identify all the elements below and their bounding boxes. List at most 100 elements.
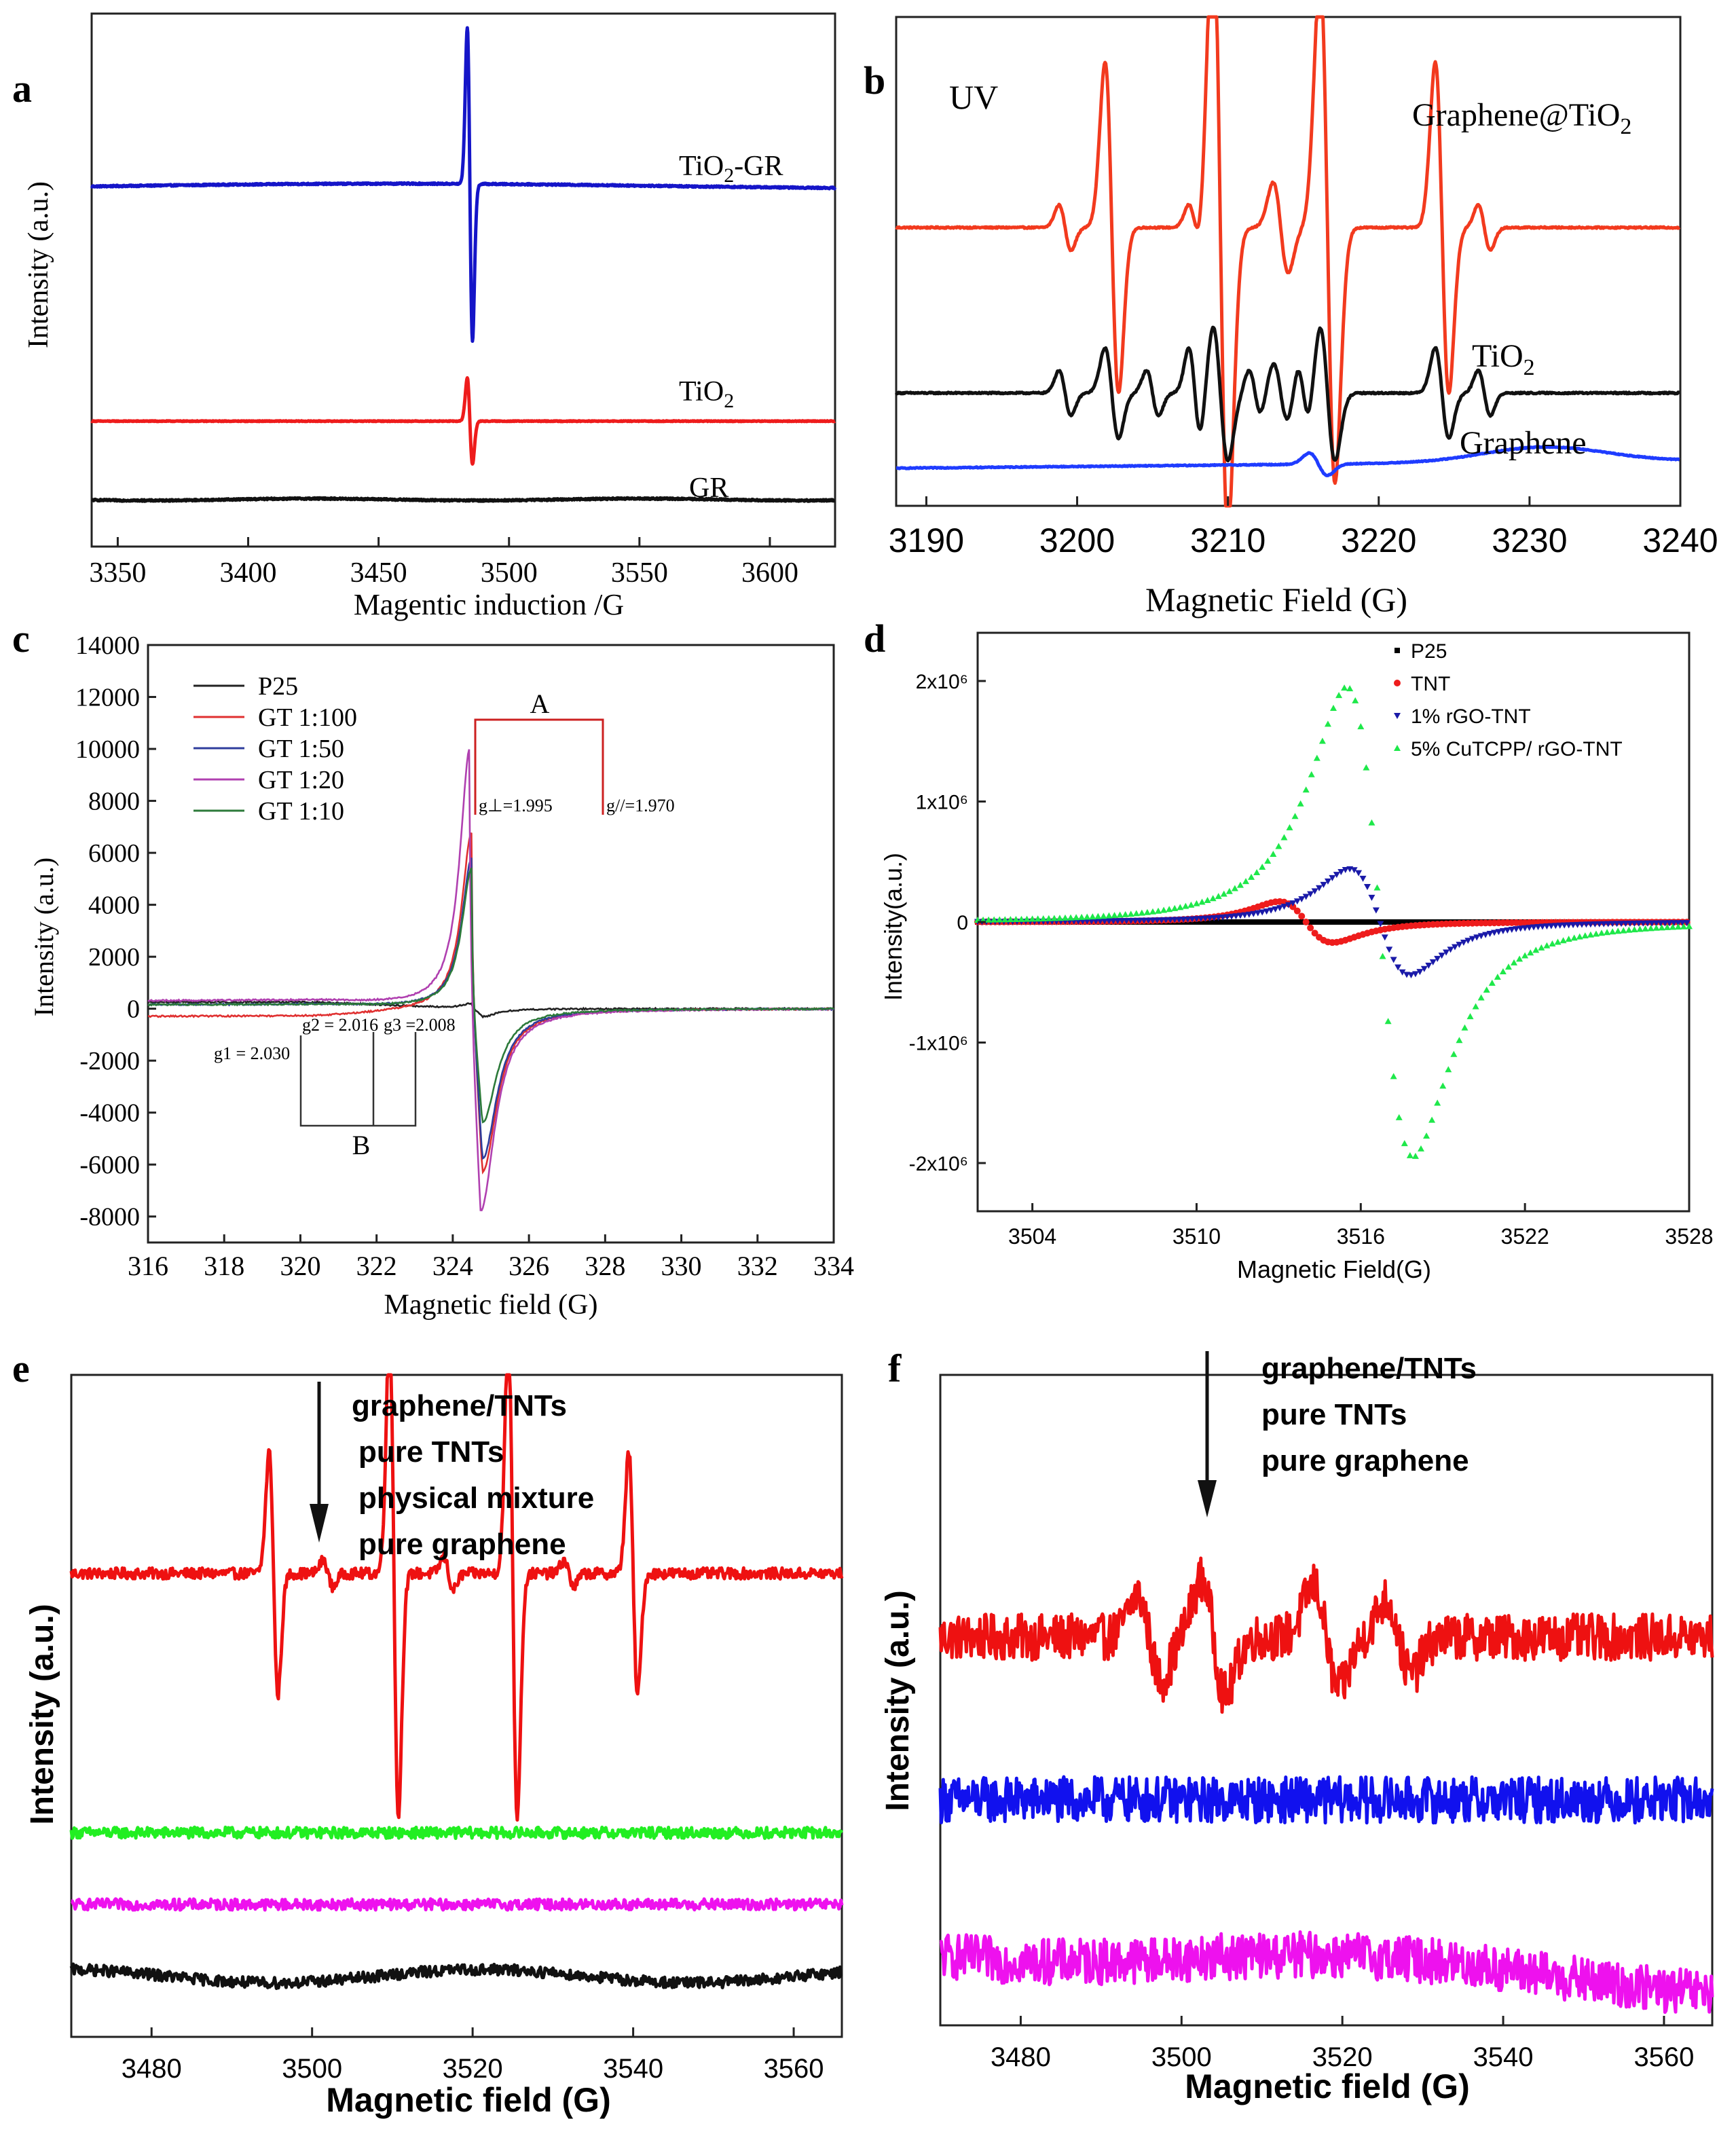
panel-d-marker-1-rgo-tnt xyxy=(1092,918,1100,925)
panel-c-bracket-a xyxy=(474,718,604,815)
panel-d-marker-5-cutcpp-rgo-tnt xyxy=(1089,913,1096,920)
panel-d-marker-1-rgo-tnt xyxy=(1320,881,1327,888)
panel-d-marker-p25 xyxy=(1281,919,1287,925)
panel-d-marker-5-cutcpp-rgo-tnt xyxy=(1182,902,1189,909)
panel-d-marker-1-rgo-tnt xyxy=(1259,909,1266,916)
panel-d-marker-5-cutcpp-rgo-tnt xyxy=(1149,908,1156,915)
panel-d-marker-p25 xyxy=(1211,919,1217,925)
panel-f-legend: graphene/TNTs pure TNTs pure graphene xyxy=(1261,1352,1477,1477)
panel-c-legend-label-gt-1-100: GT 1:100 xyxy=(258,703,357,732)
panel-d-marker-1-rgo-tnt xyxy=(1184,916,1192,923)
panel-d-marker-p25 xyxy=(1202,919,1208,925)
panel-d-marker-p25 xyxy=(1308,919,1314,925)
panel-d-marker-1-rgo-tnt xyxy=(1631,920,1638,927)
panel-b-series-label-graphene-tio2: Graphene@TiO2 xyxy=(1412,97,1631,139)
panel-d-legend-label-tnt: TNT xyxy=(1411,673,1450,695)
panel-d-x-tick-label: 3504 xyxy=(1008,1224,1056,1249)
panel-d-marker-5-cutcpp-rgo-tnt xyxy=(1390,1073,1397,1080)
panel-d-marker-1-rgo-tnt xyxy=(1350,867,1358,874)
panel-d-marker-5-cutcpp-rgo-tnt xyxy=(996,916,1003,923)
panel-d-marker-5-cutcpp-rgo-tnt xyxy=(1636,925,1644,932)
panel-d-marker-5-cutcpp-rgo-tnt xyxy=(1406,1152,1414,1158)
panel-c-g2-label: g2 = 2.016 xyxy=(302,1015,378,1035)
panel-d-marker-5-cutcpp-rgo-tnt xyxy=(1045,915,1052,921)
panel-d-marker-5-cutcpp-rgo-tnt xyxy=(1499,968,1507,975)
panel-d-marker-5-cutcpp-rgo-tnt xyxy=(1401,1140,1408,1147)
panel-a-line-tio2-gr xyxy=(90,26,837,343)
panel-d-marker-5-cutcpp-rgo-tnt xyxy=(1516,955,1523,962)
panel-d-marker-5-cutcpp-rgo-tnt xyxy=(1428,1116,1436,1123)
panel-d-marker-5-cutcpp-rgo-tnt xyxy=(1034,915,1041,922)
panel-c-legend-label-gt-1-50: GT 1:50 xyxy=(258,735,344,763)
panel-d-marker-1-rgo-tnt xyxy=(1464,938,1472,944)
panel-d-marker-1-rgo-tnt xyxy=(1538,923,1546,930)
panel-d-marker-5-cutcpp-rgo-tnt xyxy=(1302,786,1310,793)
panel-d-x-axis-label: Magnetic Field(G) xyxy=(1237,1255,1431,1283)
panel-e-legend-label-graphene-tnts: graphene/TNTs xyxy=(352,1389,567,1422)
panel-d-marker-5-cutcpp-rgo-tnt xyxy=(1084,913,1091,920)
panel-d-marker-1-rgo-tnt xyxy=(1289,900,1297,907)
panel-e-x-tick-label: 3500 xyxy=(282,2054,342,2084)
panel-d-marker-5-cutcpp-rgo-tnt xyxy=(1439,1082,1447,1089)
panel-b-x-tick-label: 3240 xyxy=(1642,521,1718,559)
panel-d-marker-1-rgo-tnt xyxy=(1298,896,1306,903)
panel-d-marker-1-rgo-tnt xyxy=(1578,921,1585,928)
panel-a-x-tick-label: 3550 xyxy=(611,557,668,589)
panel-d-marker-5-cutcpp-rgo-tnt xyxy=(1318,737,1326,744)
panel-d-marker-1-rgo-tnt xyxy=(1600,921,1608,927)
panel-d-marker-5-cutcpp-rgo-tnt xyxy=(1100,913,1107,919)
panel-d-marker-5-cutcpp-rgo-tnt xyxy=(1609,928,1617,935)
panel-d-marker-1-rgo-tnt xyxy=(1127,917,1134,924)
panel-d-marker-5-cutcpp-rgo-tnt xyxy=(1160,906,1168,913)
panel-d-marker-1-rgo-tnt xyxy=(1145,917,1152,924)
panel-d-y-tick-label: 2x10⁶ xyxy=(916,671,968,693)
panel-d-marker-5-cutcpp-rgo-tnt xyxy=(1242,878,1250,885)
panel-d-marker-p25 xyxy=(1272,919,1278,925)
panel-d-marker-5-cutcpp-rgo-tnt xyxy=(1411,1152,1419,1159)
panel-e-series xyxy=(69,1373,844,1990)
panel-d-legend-marker-p25 xyxy=(1395,648,1400,653)
panel-c-x-tick-label: 328 xyxy=(585,1251,625,1281)
panel-d-marker-1-rgo-tnt xyxy=(1132,917,1139,924)
panel-d-marker-p25 xyxy=(1198,919,1204,925)
panel-d-marker-1-rgo-tnt xyxy=(1171,917,1179,923)
panel-d-marker-5-cutcpp-rgo-tnt xyxy=(1565,936,1572,942)
panel-d-marker-5-cutcpp-rgo-tnt xyxy=(1297,800,1304,807)
panel-d-marker-5-cutcpp-rgo-tnt xyxy=(1625,926,1633,933)
panel-d-y-tick-label: 1x10⁶ xyxy=(916,792,968,814)
panel-f-x-axis-label: Magnetic field (G) xyxy=(1185,2067,1469,2105)
panel-d-marker-tnt xyxy=(1298,913,1306,920)
panel-c-y-tick-label: 4000 xyxy=(88,891,140,920)
panel-d-marker-1-rgo-tnt xyxy=(1166,917,1174,923)
panel-d-marker-1-rgo-tnt xyxy=(1626,920,1633,927)
panel-d-legend-label-p25: P25 xyxy=(1411,640,1447,663)
panel-d-marker-5-cutcpp-rgo-tnt xyxy=(1001,916,1009,923)
panel-d-marker-1-rgo-tnt xyxy=(1561,922,1568,929)
panel-d-marker-1-rgo-tnt xyxy=(1342,867,1349,874)
panel-d-marker-5-cutcpp-rgo-tnt xyxy=(1067,914,1075,921)
panel-b-x-tick-label: 3220 xyxy=(1341,521,1416,559)
panel-d-marker-1-rgo-tnt xyxy=(1096,918,1104,925)
panel-e-legend-label-pure-graphene: pure graphene xyxy=(358,1528,566,1561)
panel-d-marker-1-rgo-tnt xyxy=(1268,907,1275,914)
panel-d-marker-5-cutcpp-rgo-tnt xyxy=(991,916,998,923)
panel-d-marker-1-rgo-tnt xyxy=(1517,925,1524,932)
panel-d-marker-1-rgo-tnt xyxy=(1359,875,1367,882)
panel-a-series-label-tio2-gr: TiO2-GR xyxy=(679,151,783,187)
panel-d-marker-5-cutcpp-rgo-tnt xyxy=(1209,895,1217,902)
panel-d-marker-p25 xyxy=(1342,919,1348,925)
panel-c-x-tick-label: 332 xyxy=(737,1251,778,1281)
panel-e: e 3480 3500 3520 3540 3560 graphene/TNTs pure… xyxy=(12,1346,844,2119)
panel-d-marker-5-cutcpp-rgo-tnt xyxy=(1166,906,1173,913)
panel-d-marker-5-cutcpp-rgo-tnt xyxy=(1680,923,1687,929)
panel-d-marker-5-cutcpp-rgo-tnt xyxy=(1532,946,1540,953)
panel-d-marker-p25 xyxy=(1386,919,1392,925)
panel-e-x-tick-label: 3560 xyxy=(764,2054,824,2084)
panel-d-marker-5-cutcpp-rgo-tnt xyxy=(1384,1018,1392,1025)
panel-d-marker-5-cutcpp-rgo-tnt xyxy=(1138,909,1145,916)
panel-d-marker-p25 xyxy=(1373,919,1379,925)
panel-d-marker-5-cutcpp-rgo-tnt xyxy=(985,916,993,923)
panel-d-marker-5-cutcpp-rgo-tnt xyxy=(1604,929,1611,936)
panel-a-series-label-gr: GR xyxy=(689,473,728,504)
